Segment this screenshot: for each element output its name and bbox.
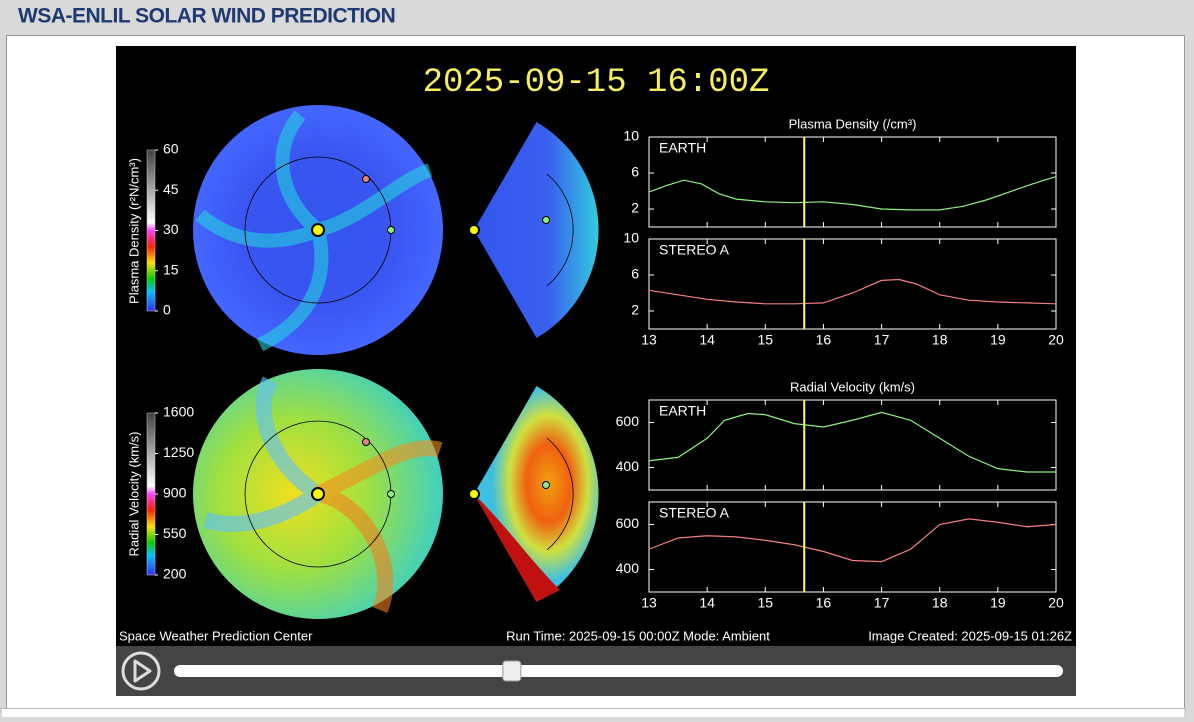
plot-name: EARTH <box>659 140 706 156</box>
y-tick-label: 10 <box>623 230 639 246</box>
y-tick-label: 10 <box>623 128 639 144</box>
x-tick-label: 17 <box>874 595 890 611</box>
y-tick-label: 2 <box>631 302 639 318</box>
colorbar <box>146 149 156 312</box>
x-tick-label: 14 <box>699 595 715 611</box>
x-tick-label: 19 <box>990 595 1006 611</box>
plot-frame <box>648 238 1057 330</box>
colorbar-label: Radial Velocity (km/s) <box>126 432 141 557</box>
y-tick-label: 400 <box>616 458 640 474</box>
y-tick-label: 6 <box>631 266 639 282</box>
y-tick-label: 400 <box>616 560 640 576</box>
spiral-arms <box>202 376 443 613</box>
timestamp: 2025-09-15 16:00Z <box>423 64 770 102</box>
footer-center: Run Time: 2025-09-15 00:00Z Mode: Ambien… <box>506 628 770 643</box>
plot-frame <box>648 136 1057 228</box>
data-line <box>648 411 1056 473</box>
footer-left: Space Weather Prediction Center <box>119 628 313 643</box>
play-button[interactable] <box>121 651 161 691</box>
x-tick-label: 19 <box>990 332 1006 348</box>
colorbar <box>146 412 156 576</box>
x-tick-label: 20 <box>1048 595 1064 611</box>
x-tick-label: 17 <box>874 332 890 348</box>
x-tick-label: 14 <box>699 332 715 348</box>
slider-thumb[interactable] <box>502 660 522 682</box>
velocity-wedge <box>474 386 599 602</box>
data-line <box>648 176 1057 211</box>
x-tick-label: 16 <box>816 332 832 348</box>
density-wedge <box>474 122 599 338</box>
x-tick-label: 16 <box>816 595 832 611</box>
x-tick-label: 20 <box>1048 332 1064 348</box>
colorbar-tick-label: 60 <box>163 141 179 157</box>
y-tick-label: 6 <box>631 164 639 180</box>
colorbar-tick-label: 45 <box>163 181 179 197</box>
plot-frame <box>648 501 1057 593</box>
colorbar-tick-label: 550 <box>163 525 187 541</box>
plot-frame <box>648 399 1057 491</box>
colorbar-tick-label: 900 <box>163 485 187 501</box>
colorbar-tick-label: 1600 <box>163 404 194 420</box>
x-tick-label: 18 <box>932 332 948 348</box>
next-box <box>0 708 1186 722</box>
x-tick-label: 15 <box>757 595 773 611</box>
colorbar-tick-label: 200 <box>163 566 187 582</box>
y-tick-label: 600 <box>616 413 640 429</box>
y-tick-label: 600 <box>616 515 640 531</box>
slider-track[interactable] <box>174 665 1063 677</box>
bodies <box>311 175 550 501</box>
colorbar-tick-label: 0 <box>163 302 171 318</box>
page-title: WSA-ENLIL SOLAR WIND PREDICTION <box>18 5 395 28</box>
colorbar-tick-label: 15 <box>163 261 179 277</box>
y-tick-label: 2 <box>631 200 639 216</box>
x-tick-label: 18 <box>932 595 948 611</box>
data-line <box>648 278 1057 305</box>
footer-right: Image Created: 2025-09-15 01:26Z <box>868 628 1072 643</box>
x-tick-label: 15 <box>757 332 773 348</box>
plot-name: STEREO A <box>659 242 730 258</box>
colorbar-tick-label: 30 <box>163 221 179 237</box>
velocity-wedge-stream <box>474 494 560 602</box>
colorbar-label: Plasma Density (r²N/cm³) <box>126 158 141 304</box>
data-line <box>648 518 1057 563</box>
panel-title: Plasma Density (/cm³) <box>789 116 917 131</box>
plot-name: EARTH <box>659 403 706 419</box>
x-tick-label: 13 <box>641 332 657 348</box>
spiral-arms <box>195 110 433 352</box>
colorbar-tick-label: 1250 <box>163 444 194 460</box>
panel-title: Radial Velocity (km/s) <box>790 379 915 394</box>
plot-name: STEREO A <box>659 505 730 521</box>
x-tick-label: 13 <box>641 595 657 611</box>
